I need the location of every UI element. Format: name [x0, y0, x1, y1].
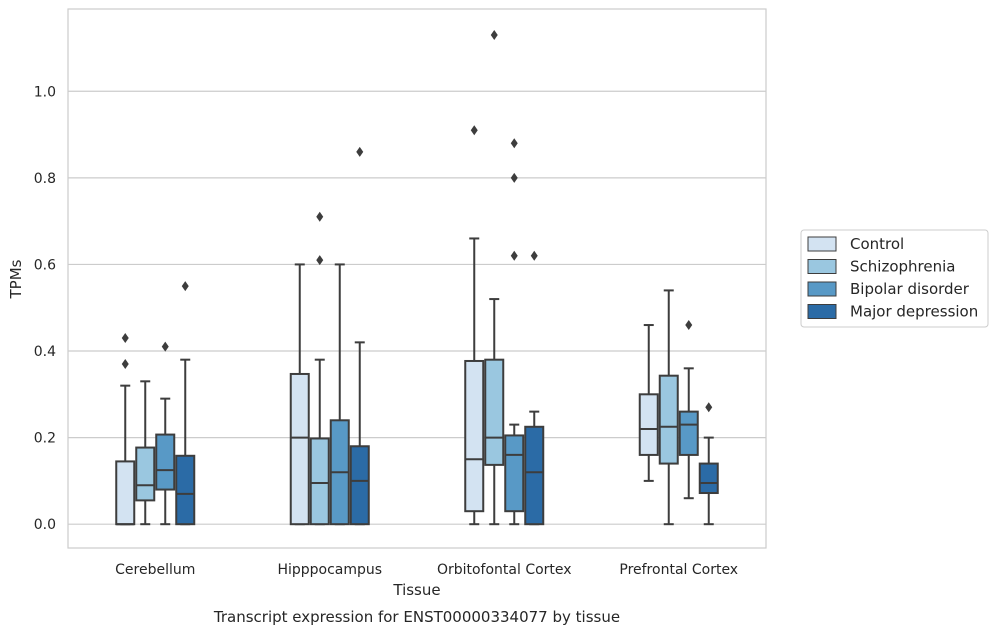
box-iqr: [115, 460, 136, 526]
box-major-depression: [349, 146, 370, 526]
outlier-point: [470, 125, 478, 136]
box-iqr: [504, 434, 525, 513]
legend-swatch: [807, 259, 837, 274]
box-iqr: [638, 393, 659, 456]
x-tick-label: Hipppocampus: [277, 562, 382, 578]
box-iqr: [289, 372, 310, 526]
y-tick-label: 0.4: [34, 344, 56, 360]
outlier-point: [510, 138, 518, 149]
legend-swatch: [807, 281, 837, 297]
legend-swatch: [807, 304, 837, 319]
box-schizophrenia: [658, 289, 679, 526]
outlier-point: [121, 333, 129, 344]
outlier-point: [316, 255, 324, 266]
outlier-point: [121, 359, 129, 370]
outlier-point: [316, 211, 324, 222]
box-schizophrenia: [484, 29, 505, 526]
outlier-point: [356, 146, 364, 157]
legend-swatch: [807, 236, 837, 252]
outlier-point: [685, 320, 693, 331]
box-control: [464, 125, 485, 526]
legend: Control Schizophrenia Bipolar disorder Majo…: [800, 229, 989, 328]
chart-caption: Transcript expression for ENST0000033407…: [213, 608, 620, 626]
box-bipolar-disorder: [678, 320, 699, 500]
plot-area-frame: [67, 8, 767, 549]
box-iqr: [464, 359, 485, 513]
box-major-depression: [524, 250, 545, 526]
box-schizophrenia: [135, 380, 156, 526]
y-tick-label: 0.2: [34, 431, 56, 447]
outlier-point: [161, 341, 169, 352]
box-bipolar-disorder: [504, 138, 525, 526]
box-iqr: [309, 437, 330, 526]
y-axis-label: TPMs: [7, 259, 25, 299]
box-iqr: [484, 358, 505, 466]
x-axis-label: Tissue: [392, 581, 440, 599]
box-iqr: [175, 454, 196, 526]
y-tick-label: 0.8: [34, 171, 56, 187]
outlier-point: [181, 281, 189, 292]
x-tick-label: Cerebellum: [115, 562, 195, 578]
legend-label: Control: [850, 235, 904, 253]
box-schizophrenia: [309, 211, 330, 526]
box-bipolar-disorder: [155, 341, 176, 526]
box-control: [289, 263, 310, 526]
box-series: [115, 29, 719, 526]
outlier-point: [510, 250, 518, 261]
box-control: [638, 324, 659, 482]
y-tick-label: 0.6: [34, 257, 56, 273]
x-axis-ticks: Cerebellum Hipppocampus Orbitofontal Corte…: [115, 562, 738, 578]
box-iqr: [678, 410, 699, 456]
box-major-depression: [175, 281, 196, 526]
x-tick-label: Orbitofontal Cortex: [437, 562, 572, 578]
outlier-point: [705, 402, 713, 413]
outlier-point: [530, 250, 538, 261]
box-iqr: [135, 446, 156, 502]
y-tick-label: 0.0: [34, 517, 56, 533]
box-iqr: [349, 445, 370, 526]
box-control: [115, 333, 136, 526]
y-tick-label: 1.0: [34, 84, 56, 100]
box-iqr: [155, 433, 176, 491]
outlier-point: [490, 29, 498, 40]
legend-frame: [800, 229, 989, 328]
y-axis-ticks: 0.0 0.2 0.4 0.6 0.8 1.0: [34, 84, 56, 533]
x-tick-label: Prefrontal Cortex: [619, 562, 738, 578]
box-iqr: [698, 462, 719, 495]
box-iqr: [524, 425, 545, 526]
legend-label: Schizophrenia: [850, 258, 955, 276]
box-bipolar-disorder: [329, 263, 350, 526]
outlier-point: [510, 172, 518, 183]
legend-label: Major depression: [850, 303, 978, 321]
legend-label: Bipolar disorder: [850, 280, 970, 298]
box-major-depression: [698, 402, 719, 526]
box-iqr: [658, 374, 679, 465]
